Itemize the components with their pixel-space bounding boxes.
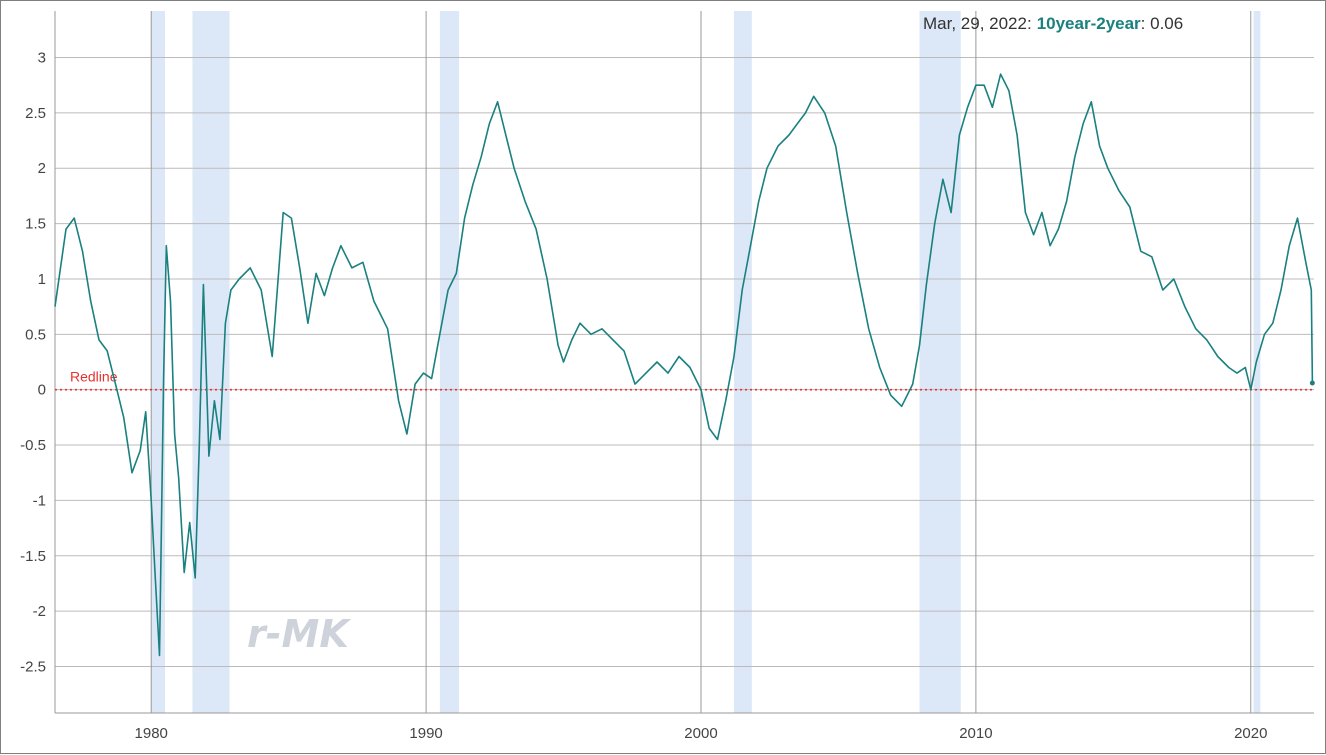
tooltip-value: : 0.06 — [1141, 14, 1184, 33]
y-tick-label: -2 — [33, 603, 46, 620]
recession-band-4 — [733, 11, 752, 713]
y-tick-label: 0 — [38, 382, 46, 399]
redline-label: Redline — [70, 369, 118, 385]
y-tick-label: 1.5 — [25, 216, 46, 233]
y-tick-label: -0.5 — [20, 437, 46, 454]
y-tick-label: 2.5 — [25, 105, 46, 122]
watermark-logo: r-MK — [247, 612, 351, 656]
y-axis-ticks: 3 2.5 2 1.5 1 0.5 0 -0.5 -1 -1.5 -2 -2.5 — [20, 50, 46, 676]
x-tick-label: 2020 — [1234, 725, 1267, 742]
x-tick-label: 2010 — [959, 725, 992, 742]
y-tick-label: -2.5 — [20, 658, 46, 675]
series-line-1 — [54, 73, 1314, 657]
y-tick-label: 1 — [38, 271, 46, 288]
x-tick-label: 1980 — [135, 725, 168, 742]
hover-tooltip: Mar, 29, 2022: 10year-2year: 0.06 — [923, 14, 1183, 33]
y-tick-label: 0.5 — [25, 326, 46, 343]
last-data-point — [1309, 380, 1315, 386]
tooltip-series-name: 10year-2year — [1037, 14, 1141, 33]
y-tick-label: 3 — [38, 50, 46, 67]
series-layer — [54, 73, 1315, 657]
x-tick-label: 2000 — [684, 725, 717, 742]
recession-band-3 — [439, 11, 460, 713]
y-tick-label: -1.5 — [20, 548, 46, 565]
redline: Redline — [55, 369, 1314, 391]
x-axis-ticks: 1980 1990 2000 2010 2020 — [135, 725, 1268, 742]
recession-band-5 — [919, 11, 961, 713]
tooltip-date: Mar, 29, 2022: — [923, 14, 1032, 33]
grid-lines — [54, 11, 1314, 714]
x-tick-label: 1990 — [409, 725, 442, 742]
y-tick-label: 2 — [38, 160, 46, 177]
recession-band-1 — [151, 11, 165, 713]
y-tick-label: -1 — [33, 492, 46, 509]
